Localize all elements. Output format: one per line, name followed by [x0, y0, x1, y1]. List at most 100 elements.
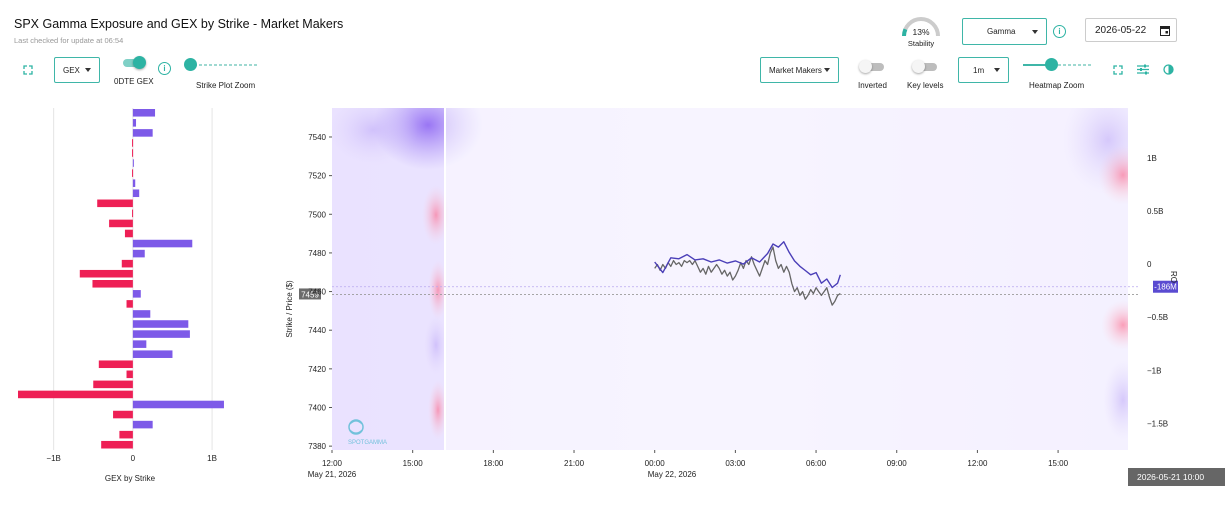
bar-negative	[132, 209, 134, 218]
toggle-knob	[133, 56, 146, 69]
heatmap-x-tick: 21:00	[564, 459, 585, 468]
bar-x-tick: 1B	[207, 454, 217, 463]
market-makers-select[interactable]: Market Makers	[760, 57, 839, 83]
bar-negative	[92, 280, 133, 288]
bar-negative	[101, 440, 133, 449]
toggle-knob	[859, 60, 872, 73]
heatmap-right-tick: −0.5B	[1147, 313, 1168, 322]
market-makers-select-value: Market Makers	[769, 65, 822, 75]
heatmap-x-tick: 18:00	[483, 459, 504, 468]
gex-select[interactable]: GEX	[54, 57, 100, 83]
bar-negative	[97, 199, 133, 208]
heatmap-y-tick: 7480	[308, 249, 326, 258]
heatmap-y-tick: 7540	[308, 133, 326, 142]
heatmap-right-tick: 0	[1147, 260, 1152, 269]
stability-gauge: 13% Stability	[900, 14, 942, 50]
heatmap-x-tick: 15:00	[403, 459, 424, 468]
heatmap-x-tick: 00:00	[645, 459, 666, 468]
heatmap-x-tick: 15:00	[1048, 459, 1069, 468]
toggle-track	[915, 63, 937, 71]
info-icon[interactable]: i	[1053, 25, 1066, 38]
slider-fill	[1023, 64, 1050, 66]
bar-positive	[132, 159, 134, 167]
strike-plot-zoom-slider[interactable]	[184, 58, 259, 72]
heatmap-x-tick: 12:00	[967, 459, 988, 468]
heatmap-x-tick: 06:00	[806, 459, 827, 468]
heatmap-y-tick: 7420	[308, 365, 326, 374]
heatmap-area	[332, 108, 1128, 450]
bar-negative	[113, 410, 133, 419]
bar-negative	[132, 149, 134, 157]
gex-series-line	[654, 241, 841, 289]
spotgamma-watermark: SPOTGAMMA	[348, 419, 387, 446]
bar-positive	[132, 290, 141, 298]
bar-negative	[126, 300, 133, 308]
gex-select-value: GEX	[63, 65, 80, 75]
time-tooltip: 2026-05-21 10:00	[1128, 468, 1225, 486]
fullscreen-icon[interactable]	[1111, 63, 1125, 77]
bar-negative	[132, 169, 134, 177]
price-marker: 7459	[299, 288, 321, 300]
bar-positive	[132, 310, 151, 318]
bar-x-tick: 0	[131, 454, 136, 463]
inverted-label: Inverted	[858, 81, 887, 90]
inverted-toggle[interactable]	[859, 60, 884, 73]
gex-marker: -186M	[1153, 280, 1178, 293]
chevron-down-icon	[1032, 29, 1038, 34]
gamma-select[interactable]: Gamma	[962, 18, 1047, 45]
heatmap-y-tick: 7520	[308, 172, 326, 181]
heatmap-right-tick: 0.5B	[1147, 207, 1163, 216]
bar-positive	[132, 400, 224, 409]
bar-negative	[93, 380, 133, 389]
strike-plot-zoom-label: Strike Plot Zoom	[196, 81, 256, 90]
bar-negative	[119, 430, 133, 439]
stability-gauge-fill	[902, 28, 908, 37]
odte-gex-label: 0DTE GEX	[114, 77, 154, 86]
bar-positive	[132, 420, 153, 429]
stability-value: 13%	[912, 27, 930, 37]
heatmap-y-tick: 7400	[308, 403, 326, 412]
heatmap-y-tick: 7380	[308, 442, 326, 451]
slider-rail	[189, 64, 259, 66]
bar-negative	[109, 219, 133, 228]
stability-label: Stability	[907, 39, 935, 48]
bar-positive	[132, 330, 190, 338]
slider-thumb[interactable]	[1044, 58, 1058, 71]
svg-text:-186M: -186M	[1154, 283, 1177, 292]
bar-positive	[132, 320, 189, 328]
bar-positive	[132, 350, 173, 358]
chevron-down-icon	[824, 68, 830, 72]
heatmap-x-tick: 03:00	[725, 459, 746, 468]
last-checked-text: Last checked for update at 06:54	[14, 36, 124, 45]
interval-select-value: 1m	[973, 65, 985, 75]
bar-negative	[121, 259, 133, 268]
heatmap-right-tick: −1B	[1147, 366, 1161, 375]
fullscreen-icon[interactable]	[21, 63, 35, 77]
bar-negative	[79, 269, 133, 278]
odte-gex-toggle[interactable]	[120, 56, 146, 69]
chevron-down-icon	[85, 68, 91, 72]
interval-select[interactable]: 1m	[958, 57, 1009, 83]
info-icon[interactable]: i	[158, 62, 171, 75]
gamma-select-value: Gamma	[987, 27, 1016, 36]
heatmap-right-axis-label: RO	[1169, 271, 1178, 283]
bar-negative	[124, 229, 133, 238]
heatmap-right-tick: 1B	[1147, 154, 1157, 163]
watermark-text: SPOTGAMMA	[348, 440, 387, 446]
bar-positive	[132, 129, 153, 137]
page-title: SPX Gamma Exposure and GEX by Strike - M…	[14, 17, 344, 31]
bar-positive	[132, 189, 140, 198]
price-series-line	[654, 246, 841, 306]
toggle-knob	[912, 60, 925, 73]
heatmap-zoom-slider[interactable]	[1023, 58, 1093, 72]
contrast-icon[interactable]	[1161, 62, 1175, 76]
key-levels-label: Key levels	[907, 81, 944, 90]
key-levels-toggle[interactable]	[912, 60, 937, 73]
bar-positive	[132, 340, 147, 348]
bar-positive	[132, 239, 193, 248]
chevron-down-icon	[994, 68, 1000, 72]
bar-positive	[132, 179, 136, 187]
date-input[interactable]: 2026-05-22	[1085, 18, 1177, 42]
slider-thumb[interactable]	[184, 58, 197, 71]
sliders-icon[interactable]	[1136, 62, 1150, 76]
